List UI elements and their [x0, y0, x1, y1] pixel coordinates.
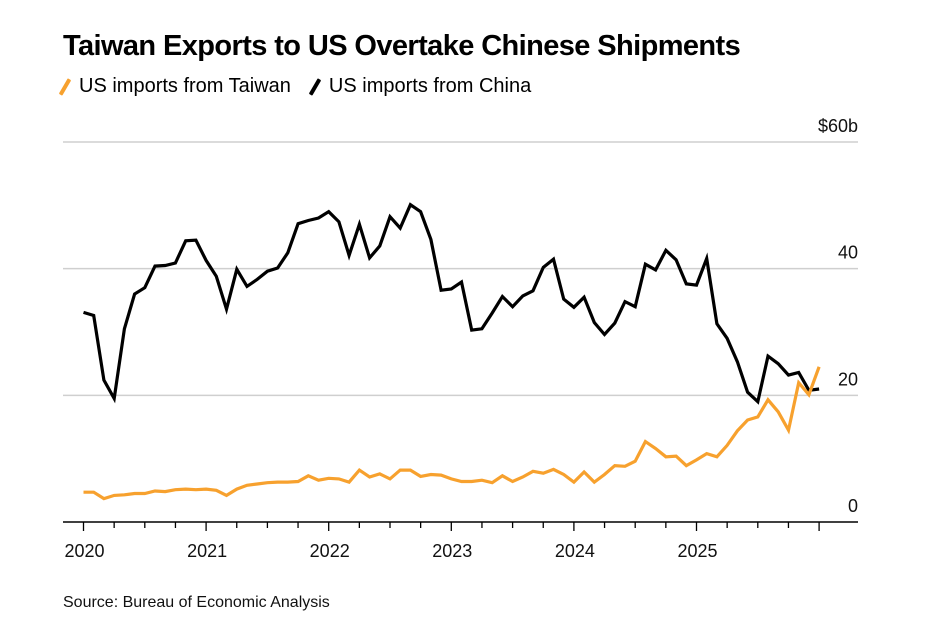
y-tick-label: 20	[838, 369, 858, 389]
legend-item-china: US imports from China	[308, 75, 532, 98]
x-axis: 2020 2021 2022 2023 2024 2025	[63, 521, 858, 561]
x-tick-label: 2022	[310, 541, 350, 561]
legend-label-china: US imports from China	[328, 75, 532, 97]
gridlines	[63, 141, 858, 397]
source-note: Source: Bureau of Economic Analysis	[63, 594, 330, 611]
legend: US imports from Taiwan US imports from C…	[58, 75, 553, 98]
y-tick-label: 0	[848, 496, 858, 516]
x-tick-label: 2021	[187, 541, 227, 561]
series-line-taiwan	[83, 366, 821, 501]
x-tick-label: 2023	[432, 541, 472, 561]
x-tick-label: 2024	[555, 541, 595, 561]
y-tick-label: 40	[838, 243, 858, 263]
y-tick-label: $60b	[818, 116, 858, 136]
legend-item-taiwan: US imports from Taiwan	[58, 75, 291, 98]
y-axis-labels: 0 20 40 $60b	[818, 116, 858, 516]
x-tick-label: 2020	[64, 541, 104, 561]
legend-label-taiwan: US imports from Taiwan	[79, 75, 291, 97]
chart-title: Taiwan Exports to US Overtake Chinese Sh…	[63, 30, 741, 62]
series-line-china	[83, 202, 820, 405]
series-lines	[83, 202, 821, 501]
x-tick-label: 2025	[677, 541, 717, 561]
